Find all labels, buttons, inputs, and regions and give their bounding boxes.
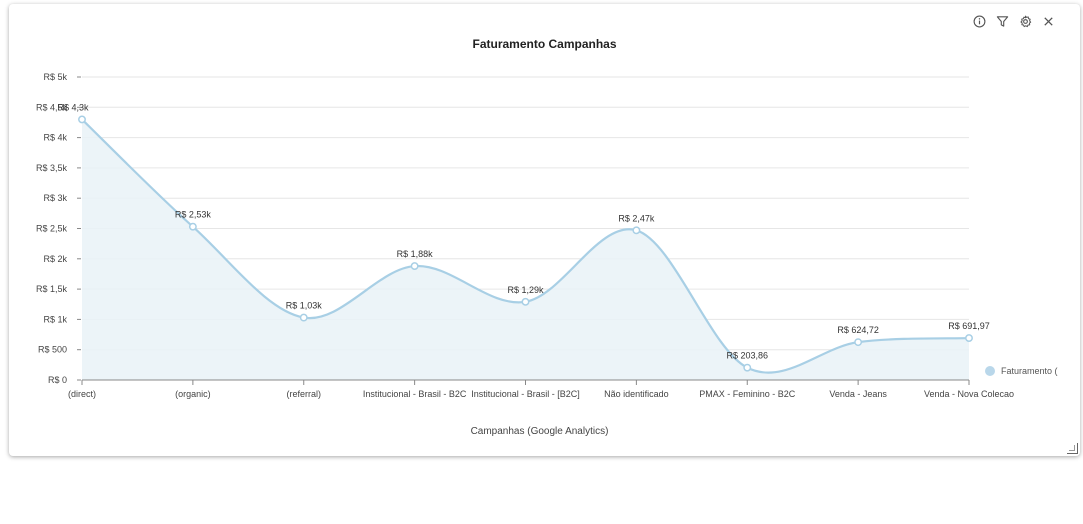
series-points (78, 115, 973, 372)
data-label: R$ 1,29k (507, 285, 544, 295)
data-label: R$ 2,53k (175, 210, 212, 220)
y-tick-label: R$ 500 (38, 345, 67, 355)
x-tick-label: Venda - Nova Colecao (924, 389, 1014, 399)
close-icon[interactable] (1041, 14, 1056, 29)
y-tick-label: R$ 3k (43, 193, 67, 203)
y-tick-label: R$ 2,5k (36, 224, 68, 234)
y-tick-label: R$ 2k (43, 254, 67, 264)
data-label: R$ 2,47k (618, 213, 655, 223)
y-tick-label: R$ 1k (43, 314, 67, 324)
data-label: R$ 1,88k (397, 249, 434, 259)
data-point[interactable] (521, 297, 530, 306)
resize-handle[interactable] (1067, 443, 1078, 454)
data-point[interactable] (743, 363, 752, 372)
series-area (82, 119, 969, 381)
legend-label: Faturamento ( (1001, 366, 1058, 376)
x-tick-label: Venda - Jeans (829, 389, 887, 399)
data-point[interactable] (188, 222, 197, 231)
x-tick-label: Não identificado (604, 389, 669, 399)
x-tick-label: (organic) (175, 389, 211, 399)
x-axis: (direct) (organic) (referral) Institucional… (68, 380, 1014, 399)
y-tick-label: R$ 4,5k (36, 102, 68, 112)
info-icon[interactable] (972, 14, 987, 29)
y-tick-label: R$ 1,5k (36, 284, 68, 294)
legend-swatch (985, 366, 995, 376)
data-point[interactable] (410, 262, 419, 271)
data-label: R$ 203,86 (726, 351, 768, 361)
x-tick-label: Institucional - Brasil - B2C (363, 389, 467, 399)
chart-toolbar (972, 14, 1056, 29)
data-label: R$ 691,97 (948, 321, 990, 331)
data-point[interactable] (854, 338, 863, 347)
data-label: R$ 1,03k (286, 301, 323, 311)
data-point[interactable] (632, 226, 641, 235)
data-labels: R$ 4,3k R$ 2,53k R$ 1,03k R$ 1,88k R$ 1,29k R… (57, 102, 989, 360)
data-label: R$ 624,72 (837, 325, 879, 335)
y-tick-label: R$ 0 (48, 375, 67, 385)
filter-icon[interactable] (995, 14, 1010, 29)
chart-title: Faturamento Campanhas (472, 37, 617, 51)
y-tick-label: R$ 3,5k (36, 163, 68, 173)
data-point[interactable] (965, 334, 973, 343)
x-tick-label: (referral) (286, 389, 321, 399)
data-point[interactable] (78, 115, 86, 124)
x-tick-label: (direct) (68, 389, 96, 399)
y-tick-label: R$ 4k (43, 133, 67, 143)
gear-icon[interactable] (1018, 14, 1033, 29)
x-tick-label: PMAX - Feminino - B2C (699, 389, 796, 399)
x-tick-label: Institucional - Brasil - [B2C] (471, 389, 580, 399)
y-tick-label: R$ 5k (43, 72, 67, 82)
legend-item[interactable]: Faturamento ( (985, 366, 1070, 376)
data-label: R$ 4,3k (57, 102, 89, 112)
y-axis: R$ 0 R$ 500 R$ 1k R$ 1,5k R$ 2k R$ 2,5k R$ 3k R… (36, 72, 81, 385)
chart-card: Faturamento Campanhas R$ 0 R$ 500 R$ 1k R$ … (9, 4, 1080, 456)
data-point[interactable] (299, 313, 308, 322)
x-axis-title: Campanhas (Google Analytics) (471, 426, 609, 437)
